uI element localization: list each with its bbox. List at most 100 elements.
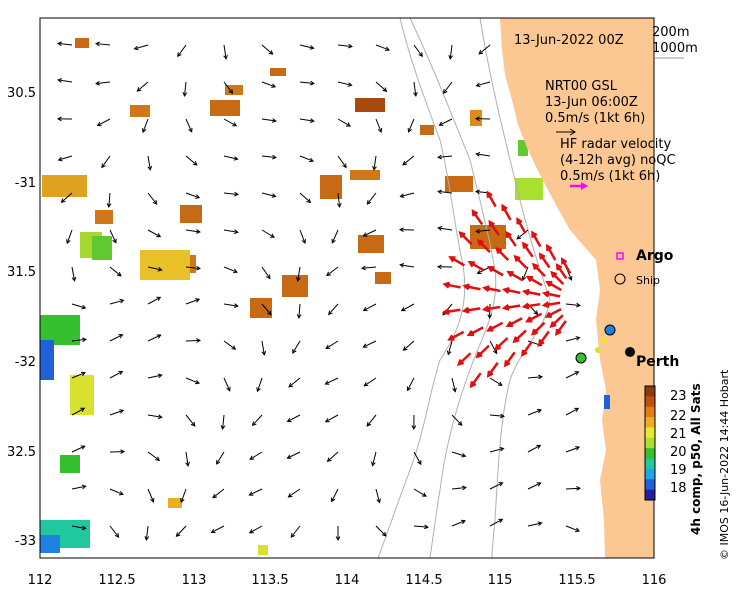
current-arrow <box>451 520 466 527</box>
hf-arrowhead <box>522 241 529 249</box>
current-arrow <box>222 414 225 429</box>
current-arrow <box>476 153 491 157</box>
current-arrowhead <box>216 459 221 465</box>
hf-arrow <box>505 232 517 247</box>
hf-arrowhead <box>505 320 513 328</box>
current-arrowhead <box>195 298 201 303</box>
current-arrowhead <box>575 527 581 533</box>
current-arrow <box>527 482 541 490</box>
current-arrow <box>438 155 453 158</box>
hf-arrow <box>538 330 550 346</box>
hf-arrowhead <box>544 311 552 318</box>
current-arrow <box>287 451 301 459</box>
current-arrow <box>109 525 119 538</box>
current-arrowhead <box>309 157 315 163</box>
hf-arrow <box>531 232 542 248</box>
current-arrow <box>299 229 306 244</box>
current-arrow <box>366 192 377 205</box>
hf-arrowhead <box>549 321 557 329</box>
current-arrowhead <box>248 491 254 496</box>
hf-arrowhead <box>530 328 539 336</box>
colorbar-swatch <box>645 489 655 501</box>
current-arrowhead <box>400 307 406 312</box>
hf-arrowhead <box>457 359 465 367</box>
hf-arrowhead <box>502 286 510 294</box>
current-arrow <box>290 525 301 538</box>
current-arrowhead <box>195 194 201 199</box>
current-arrowhead <box>363 382 369 387</box>
current-arrow <box>109 266 122 277</box>
current-arrowhead <box>155 456 161 461</box>
current-arrowhead <box>326 457 332 463</box>
current-arrowhead <box>233 229 239 235</box>
current-arrowhead <box>80 371 86 377</box>
current-arrowhead <box>234 191 239 197</box>
hf-arrowhead <box>488 219 495 228</box>
current-arrowhead <box>301 239 307 245</box>
current-arrowhead <box>66 239 71 245</box>
current-arrow <box>71 407 85 416</box>
colorbar-swatch <box>645 417 655 428</box>
hf-arrow <box>458 352 472 366</box>
current-arrowhead <box>438 121 444 126</box>
current-arrow <box>298 303 301 318</box>
current-arrow <box>108 192 111 207</box>
argo-marker <box>616 252 624 260</box>
hf-arrowhead <box>441 308 450 316</box>
current-arrow <box>71 445 85 453</box>
x-tick: 115.5 <box>558 573 595 588</box>
current-arrow <box>147 229 161 238</box>
hf-arrow <box>484 305 501 311</box>
current-arrow <box>185 118 193 133</box>
current-arrow <box>223 192 238 195</box>
current-arrow <box>331 488 339 502</box>
hf-arrowhead <box>520 349 528 357</box>
current-arrowhead <box>81 304 87 310</box>
current-arrow <box>261 229 275 238</box>
current-arrow <box>373 155 377 170</box>
current-arrowhead <box>175 532 181 537</box>
colorbar-swatch <box>645 406 655 418</box>
current-arrowhead <box>71 276 77 282</box>
current-arrow <box>71 338 86 342</box>
hf-arrowhead <box>495 246 503 254</box>
hf-arrowhead <box>467 261 475 268</box>
current-arrowhead <box>268 50 274 55</box>
current-arrowhead <box>120 449 126 455</box>
isobath-1000 <box>377 17 466 559</box>
hf-arrow <box>544 301 561 307</box>
current-arrow <box>176 525 187 537</box>
current-arrow <box>400 192 415 198</box>
current-arrowhead <box>326 271 331 277</box>
current-arrow <box>71 372 86 379</box>
hf-arrow <box>526 312 543 323</box>
current-arrowhead <box>537 521 543 526</box>
current-arrow <box>288 377 301 388</box>
current-arrow <box>58 79 73 83</box>
current-arrowhead <box>182 92 188 97</box>
current-arrowhead <box>156 233 162 238</box>
current-arrow <box>565 371 579 379</box>
x-tick: 116 <box>642 573 667 588</box>
current-arrowhead <box>306 198 312 204</box>
hf-arrowhead <box>538 252 546 260</box>
hf-arrowhead <box>494 343 502 351</box>
current-arrow <box>489 518 503 527</box>
current-arrow <box>438 227 453 231</box>
hf-arrowhead <box>475 351 483 359</box>
hf-arrowhead <box>505 230 512 238</box>
current-arrow <box>223 377 231 391</box>
hf-arrowhead <box>525 316 533 323</box>
ship-label: Ship <box>636 274 660 287</box>
hf-arrowhead <box>447 334 455 341</box>
hf-arrow <box>513 329 527 343</box>
current-arrow <box>299 81 314 84</box>
hf-arrow <box>484 286 501 293</box>
current-arrow <box>413 451 422 465</box>
current-arrow <box>109 370 123 379</box>
current-arrow <box>147 488 154 503</box>
nrt-scale-arrowhead <box>569 128 576 136</box>
current-arrow <box>185 192 200 199</box>
current-arrowhead <box>271 83 277 88</box>
hf-arrow <box>501 205 512 221</box>
